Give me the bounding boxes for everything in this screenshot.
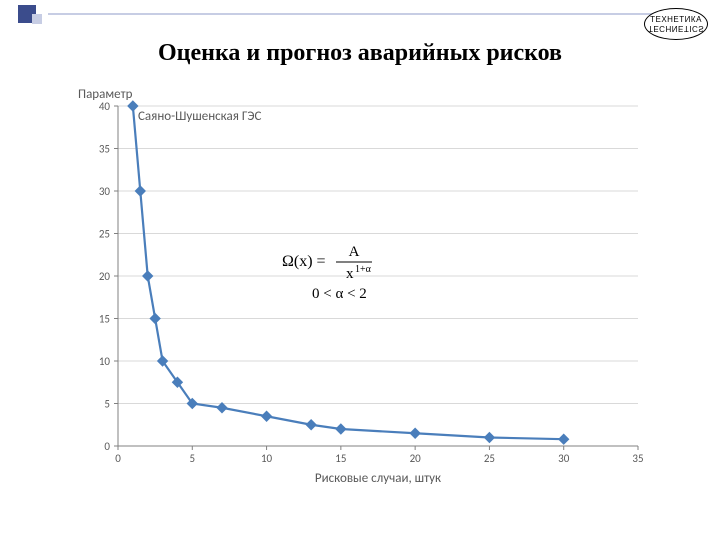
- svg-text:5: 5: [104, 398, 110, 411]
- badge-text-bottom: TECHNETICS: [645, 24, 707, 33]
- svg-text:20: 20: [410, 452, 422, 465]
- svg-text:x: x: [346, 266, 354, 282]
- decor-line: [48, 13, 698, 15]
- line-chart: 051015202530354005101520253035ПараметрРи…: [50, 82, 670, 502]
- svg-text:15: 15: [99, 313, 110, 326]
- decor-square-small: [32, 14, 42, 24]
- svg-text:15: 15: [335, 452, 346, 465]
- page-title: Оценка и прогноз аварийных рисков: [0, 40, 720, 67]
- svg-text:Параметр: Параметр: [78, 87, 133, 102]
- svg-text:30: 30: [558, 452, 570, 465]
- logo-badge: ТЕХНЕТИКА TECHNETICS: [644, 8, 708, 40]
- header-decor: [18, 4, 698, 24]
- svg-text:25: 25: [99, 228, 110, 241]
- svg-text:Саяно-Шушенская ГЭС: Саяно-Шушенская ГЭС: [138, 109, 262, 124]
- svg-text:0: 0: [104, 440, 110, 453]
- svg-text:35: 35: [99, 143, 110, 156]
- svg-text:Рисковые случаи, штук: Рисковые случаи, штук: [315, 471, 441, 486]
- chart-container: 051015202530354005101520253035ПараметрРи…: [50, 82, 670, 502]
- svg-text:A: A: [349, 244, 360, 260]
- svg-text:35: 35: [632, 452, 643, 465]
- badge-text-top: ТЕХНЕТИКА: [645, 15, 707, 24]
- svg-text:5: 5: [189, 452, 195, 465]
- svg-text:10: 10: [99, 355, 111, 368]
- svg-text:25: 25: [484, 452, 495, 465]
- svg-text:10: 10: [261, 452, 273, 465]
- svg-text:1+α: 1+α: [355, 264, 372, 275]
- svg-text:0 < α < 2: 0 < α < 2: [312, 286, 367, 302]
- svg-text:Ω(x) =: Ω(x) =: [282, 253, 326, 270]
- svg-text:0: 0: [115, 452, 121, 465]
- svg-text:30: 30: [99, 185, 111, 198]
- svg-text:20: 20: [99, 270, 111, 283]
